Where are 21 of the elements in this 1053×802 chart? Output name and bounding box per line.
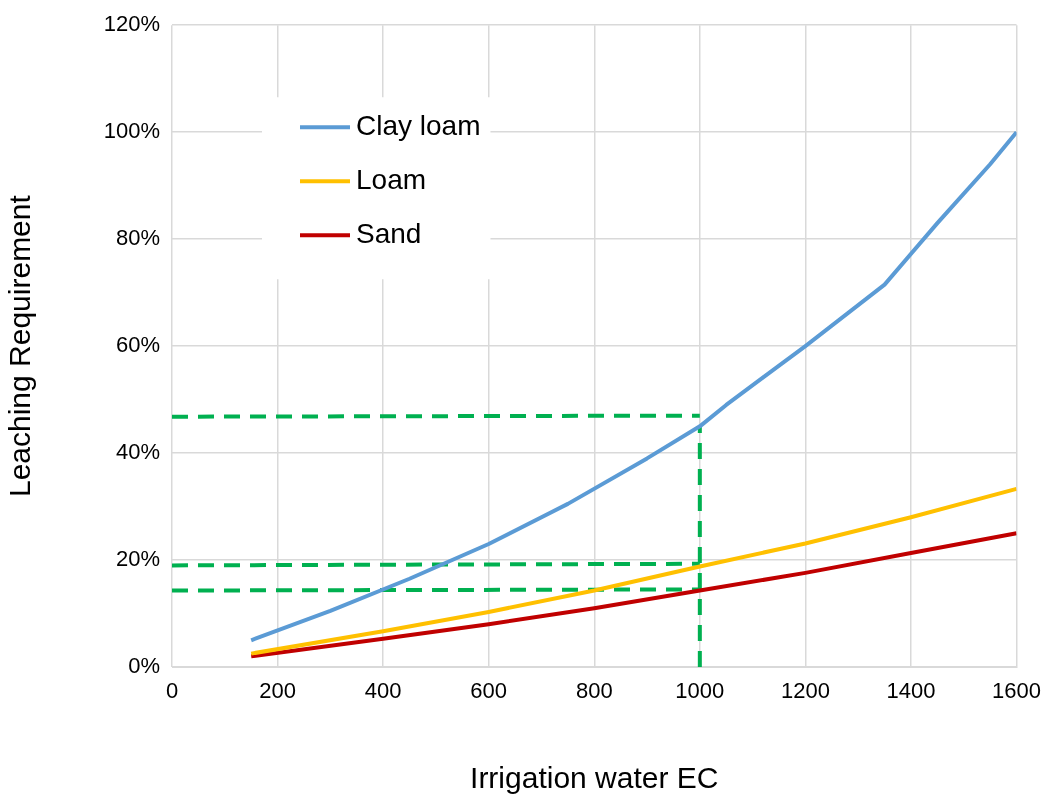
x-tick-label: 1200	[780, 678, 830, 704]
y-tick-label: 60%	[115, 332, 160, 358]
x-tick-label: 800	[575, 678, 613, 704]
y-tick-label: 100%	[103, 118, 160, 144]
x-tick-label: 1400	[886, 678, 936, 704]
x-tick-label: 200	[259, 678, 296, 704]
x-tick-label: 1000	[675, 678, 725, 704]
x-tick-label: 400	[364, 678, 402, 704]
y-tick-label: 120%	[103, 11, 160, 37]
legend-label: Clay loam	[356, 109, 481, 141]
y-tick-label: 40%	[115, 439, 160, 465]
y-tick-label: 20%	[115, 546, 160, 572]
y-axis-title: Leaching Requirement	[3, 194, 37, 498]
x-axis-title: Irrigation water EC	[470, 761, 719, 795]
x-tick-label: 600	[470, 678, 508, 704]
y-tick-label: 0%	[128, 653, 160, 679]
legend-label: Loam	[356, 163, 427, 195]
x-tick-label: 0	[165, 678, 179, 704]
legend-label: Sand	[356, 217, 422, 249]
y-tick-label: 80%	[115, 225, 160, 251]
x-tick-label: 1600	[992, 678, 1042, 704]
